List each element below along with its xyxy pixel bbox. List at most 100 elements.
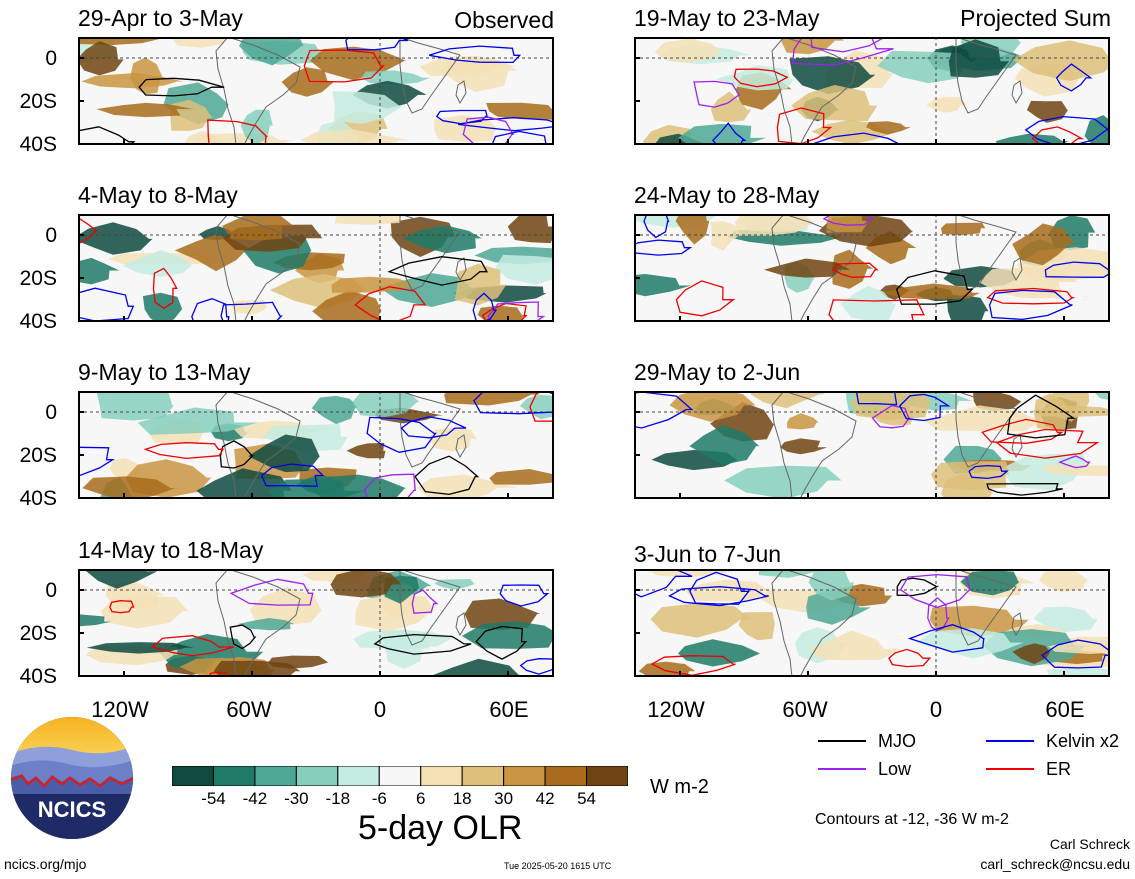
olr-anomaly xyxy=(346,442,386,459)
olr-anomaly xyxy=(331,276,416,293)
y-tick-40s-row2: 40S xyxy=(19,310,57,333)
panel-6-map xyxy=(634,391,1110,499)
olr-anomaly xyxy=(334,214,405,225)
panel-8-svg xyxy=(634,569,1110,677)
y-tick-20s-row2: 20S xyxy=(19,267,57,290)
colorbar-tick-label: 30 xyxy=(494,789,514,808)
contour-line xyxy=(927,596,950,632)
olr-anomaly xyxy=(361,70,431,85)
contour-line xyxy=(650,655,736,676)
y-tick-0-row4: 0 xyxy=(45,579,57,602)
contour-line xyxy=(1055,63,1093,92)
olr-anomaly xyxy=(268,655,329,669)
panel-5-map xyxy=(78,391,554,499)
panel-4-title: 24-May to 28-May xyxy=(634,182,820,208)
olr-anomaly xyxy=(1094,391,1110,400)
olr-anomaly xyxy=(758,569,825,578)
contour-line xyxy=(387,256,488,286)
chart-title: 5-day OLR xyxy=(358,809,523,847)
olr-anomaly xyxy=(352,391,420,418)
map-frame xyxy=(634,391,1110,499)
y-tick-0-row2: 0 xyxy=(45,224,57,247)
colorbar-tick-label: -54 xyxy=(201,789,226,808)
olr-anomaly xyxy=(495,254,554,285)
logo-text: NCICS xyxy=(38,797,106,822)
map-frame xyxy=(78,391,554,499)
olr-anomaly xyxy=(1038,569,1089,593)
coastline xyxy=(215,391,301,499)
contour-line xyxy=(473,391,554,415)
olr-anomaly xyxy=(929,605,1029,637)
olr-anomaly xyxy=(402,225,482,254)
olr-anomaly xyxy=(171,37,236,48)
panel-7-map xyxy=(78,569,554,677)
coastline xyxy=(1011,612,1023,637)
x-tick-60e-left: 60E xyxy=(489,697,529,722)
olr-anomaly xyxy=(678,639,761,667)
olr-anomaly xyxy=(840,285,896,321)
colorbar-box xyxy=(254,766,297,786)
contour-line xyxy=(832,262,879,279)
olr-anomaly xyxy=(78,257,120,285)
y-tick-40s-row4: 40S xyxy=(19,665,57,688)
olr-anomaly xyxy=(780,438,828,455)
contour-line xyxy=(898,393,951,422)
author-email[interactable]: carl_schreck@ncsu.edu xyxy=(980,856,1130,872)
map-frame xyxy=(78,214,554,322)
contour-line xyxy=(712,122,747,145)
olr-anomaly xyxy=(96,391,174,421)
contour-line xyxy=(481,302,528,322)
legend-kelvin-label: Kelvin x2 xyxy=(1046,731,1120,751)
contour-line xyxy=(207,119,268,145)
olr-anomaly xyxy=(86,569,158,589)
olr-anomaly xyxy=(647,569,735,578)
contour-line xyxy=(138,77,225,97)
map-frame xyxy=(78,37,554,145)
coastline xyxy=(399,391,461,468)
contour-line xyxy=(429,45,522,64)
x-tick-120w-right: 120W xyxy=(647,697,705,722)
colorbar-box xyxy=(172,766,214,786)
panel-8-title: 3-Jun to 7-Jun xyxy=(634,541,782,567)
ncics-logo: NCICS xyxy=(11,717,133,839)
colorbar-tick-label: -18 xyxy=(325,789,351,808)
coastline xyxy=(771,391,857,499)
olr-anomaly xyxy=(383,629,430,669)
legend-low-line xyxy=(818,768,866,770)
panel-2-label: Projected Sum xyxy=(960,5,1111,31)
colorbar-tick-label: 18 xyxy=(452,789,472,808)
olr-anomaly xyxy=(808,569,855,601)
contour-line xyxy=(807,132,916,145)
contour-line xyxy=(400,416,467,439)
panel-1-svg xyxy=(78,37,554,145)
olr-anomaly xyxy=(489,469,554,485)
olr-anomaly xyxy=(1042,465,1110,476)
site-url[interactable]: ncics.org/mjo xyxy=(4,856,87,872)
olr-anomaly xyxy=(806,589,871,625)
x-tick-120w-left: 120W xyxy=(91,697,149,722)
coastline xyxy=(771,214,857,322)
olr-anomaly xyxy=(689,425,760,465)
olr-anomaly xyxy=(791,85,878,122)
contour-line xyxy=(414,455,480,496)
olr-anomaly xyxy=(750,391,825,409)
panel-1-label: Observed xyxy=(454,7,554,33)
map-frame xyxy=(634,214,1110,322)
panel-4-svg xyxy=(634,214,1110,322)
contour-line xyxy=(475,625,528,660)
olr-anomaly xyxy=(685,579,771,602)
olr-anomaly xyxy=(926,96,967,113)
olr-anomaly xyxy=(995,133,1070,145)
olr-anomaly xyxy=(332,91,403,124)
coastline xyxy=(455,80,467,105)
contour-line xyxy=(151,635,234,657)
x-tick-60w-right: 60W xyxy=(782,697,828,722)
olr-anomaly xyxy=(137,407,259,435)
contour-line xyxy=(1031,126,1085,145)
contour-line xyxy=(220,301,283,322)
olr-anomaly xyxy=(634,274,692,297)
panel-5-svg xyxy=(78,391,554,499)
coastline xyxy=(215,214,301,322)
colorbar-unit: W m-2 xyxy=(650,776,709,798)
colorbar-box xyxy=(378,766,422,786)
